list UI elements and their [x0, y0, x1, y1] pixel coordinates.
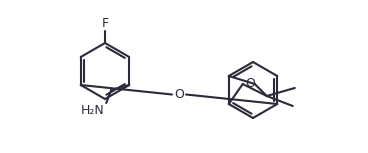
Text: H₂N: H₂N	[81, 104, 104, 117]
Text: O: O	[245, 76, 255, 90]
Text: O: O	[174, 88, 184, 101]
Text: F: F	[102, 17, 109, 30]
